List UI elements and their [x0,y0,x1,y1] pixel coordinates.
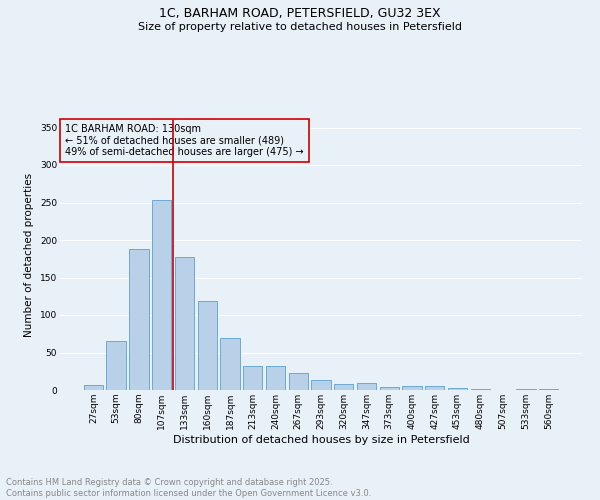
Bar [266,366,285,390]
Bar [425,386,445,390]
Bar [84,385,103,390]
Bar [470,389,490,390]
Bar [129,249,149,390]
X-axis label: Distribution of detached houses by size in Petersfield: Distribution of detached houses by size … [173,434,469,444]
Bar [197,300,217,390]
Bar [289,373,308,390]
Text: Size of property relative to detached houses in Petersfield: Size of property relative to detached ho… [138,22,462,32]
Bar [380,387,399,390]
Text: 1C, BARHAM ROAD, PETERSFIELD, GU32 3EX: 1C, BARHAM ROAD, PETERSFIELD, GU32 3EX [159,8,441,20]
Bar [448,388,467,390]
Y-axis label: Number of detached properties: Number of detached properties [25,173,34,337]
Bar [403,386,422,390]
Bar [152,200,172,390]
Bar [539,388,558,390]
Bar [311,380,331,390]
Bar [220,338,239,390]
Bar [243,366,262,390]
Bar [516,389,536,390]
Bar [106,340,126,390]
Text: Contains HM Land Registry data © Crown copyright and database right 2025.
Contai: Contains HM Land Registry data © Crown c… [6,478,371,498]
Text: 1C BARHAM ROAD: 130sqm
← 51% of detached houses are smaller (489)
49% of semi-de: 1C BARHAM ROAD: 130sqm ← 51% of detached… [65,124,304,157]
Bar [175,256,194,390]
Bar [357,383,376,390]
Bar [334,384,353,390]
